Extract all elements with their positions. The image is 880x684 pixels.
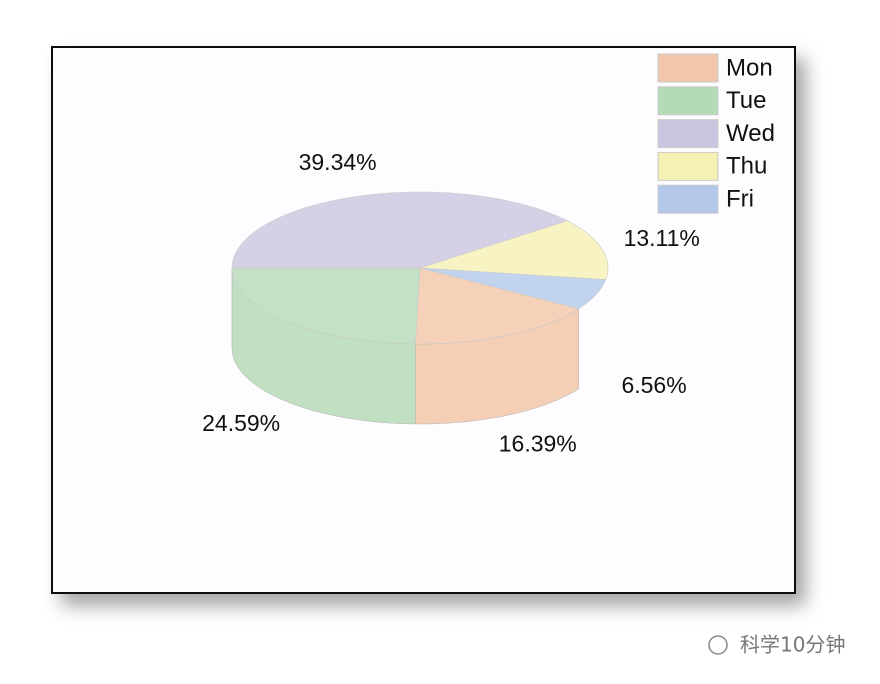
legend-label: Tue — [726, 87, 766, 114]
pie-slice — [419, 267, 607, 310]
legend-label: Wed — [726, 120, 775, 147]
legend: Mon Tue Wed Thu Fri — [657, 53, 775, 214]
pie-slice — [419, 220, 609, 280]
legend-swatch — [657, 184, 719, 214]
legend-label: Mon — [726, 54, 773, 81]
data-label: 6.56% — [621, 372, 686, 398]
legend-swatch — [657, 86, 719, 116]
legend-label: Thu — [726, 153, 767, 180]
data-label: 24.59% — [202, 410, 280, 436]
pie-slice — [231, 267, 421, 345]
watermark-icon — [708, 635, 728, 655]
watermark: 科学10分钟 — [740, 633, 845, 657]
pie-slice — [415, 267, 580, 345]
data-label: 16.39% — [499, 430, 577, 456]
pie-group: 16.39% 24.59% 39.34% 13.11% 6.56% — [202, 149, 700, 456]
data-label: 39.34% — [299, 149, 377, 175]
pie-slice — [231, 191, 569, 269]
legend-label: Fri — [726, 186, 754, 213]
legend-swatch — [657, 119, 719, 149]
data-label: 13.11% — [624, 225, 700, 251]
legend-swatch — [657, 151, 719, 181]
legend-swatch — [657, 53, 719, 83]
